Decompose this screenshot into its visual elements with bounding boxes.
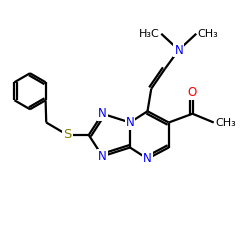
Text: N: N [126,116,134,129]
Text: N: N [98,150,107,163]
Text: CH₃: CH₃ [215,118,236,128]
Text: N: N [143,152,152,165]
Text: H₃C: H₃C [139,29,160,39]
Text: S: S [63,128,72,141]
Text: O: O [188,86,197,99]
Text: N: N [98,107,107,120]
Text: N: N [174,44,183,57]
Text: CH₃: CH₃ [198,29,218,39]
